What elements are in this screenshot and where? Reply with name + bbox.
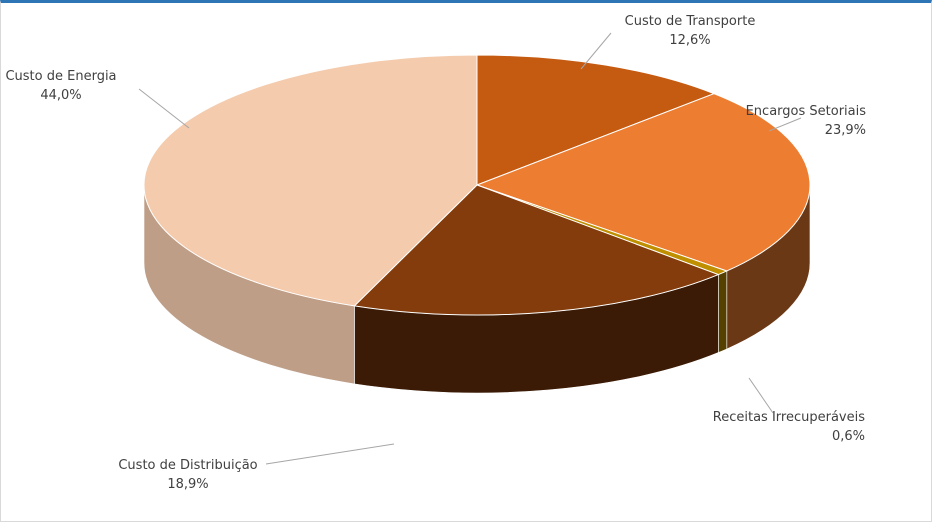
leader-line-2 [748, 377, 774, 414]
pie-slice-0 [476, 54, 716, 186]
slice-value-1: 23,9% [825, 123, 866, 138]
slice-value-4: 44,0% [40, 88, 81, 103]
slice-value-2: 0,6% [832, 429, 865, 444]
leader-line-1 [768, 117, 802, 132]
pie-slice-3 [353, 184, 720, 316]
leader-line-3 [265, 443, 395, 465]
slice-value-3: 18,9% [167, 477, 208, 492]
slice-label-1: Encargos Setoriais [746, 104, 867, 119]
leader-line-0 [580, 32, 612, 70]
pie-chart: Custo de Transporte 12,6% Encargos Setoria… [5, 14, 867, 492]
slice-label-0: Custo de Transporte [625, 14, 756, 29]
slice-label-4: Custo de Energia [5, 69, 116, 84]
pie-slice-4 [143, 54, 478, 307]
slice-label-3: Custo de Distribuição [118, 458, 257, 473]
pie-slice-1 [475, 93, 811, 272]
leader-line-4 [138, 88, 190, 129]
slice-value-0: 12,6% [669, 33, 710, 48]
slice-label-2: Receitas Irrecuperáveis [713, 410, 865, 425]
slice-side-2 [718, 270, 728, 354]
